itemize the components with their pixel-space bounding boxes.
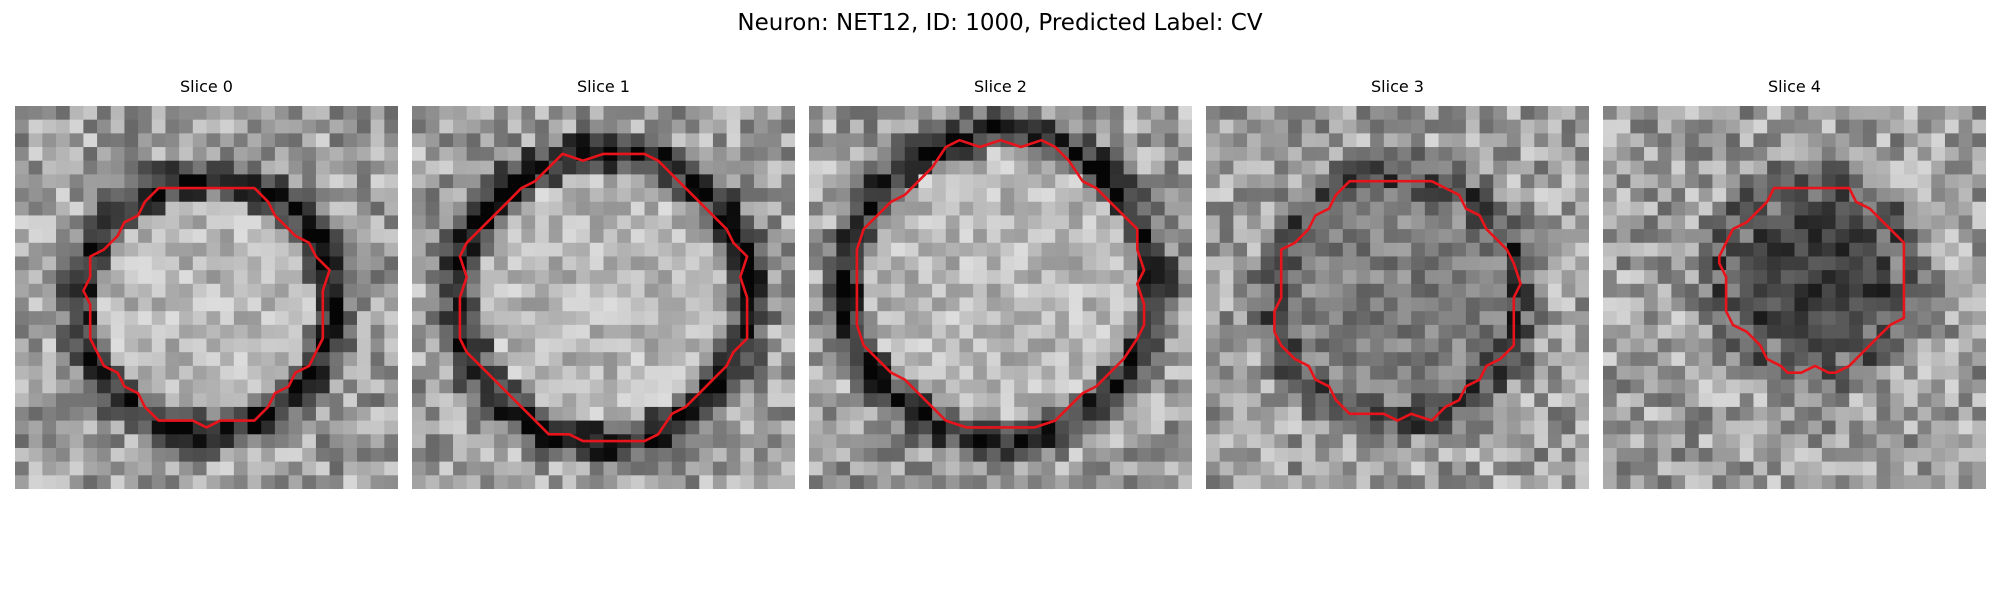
pixel-grid — [1603, 106, 1986, 489]
slice-panel-4: Slice 4 — [1603, 77, 1986, 489]
slice-image-2 — [809, 106, 1192, 489]
pixel-grid — [412, 106, 795, 489]
pixel-grid — [15, 106, 398, 489]
pixel-grid — [809, 106, 1192, 489]
slice-image-1 — [412, 106, 795, 489]
segmentation-contour — [82, 186, 331, 429]
slice-title-4: Slice 4 — [1768, 77, 1821, 96]
slice-panel-1: Slice 1 — [412, 77, 795, 489]
figure-title: Neuron: NET12, ID: 1000, Predicted Label… — [737, 10, 1263, 36]
slice-panel-3: Slice 3 — [1206, 77, 1589, 489]
slice-panel-2: Slice 2 — [809, 77, 1192, 489]
slice-title-3: Slice 3 — [1371, 77, 1424, 96]
slice-title-2: Slice 2 — [974, 77, 1027, 96]
slice-title-1: Slice 1 — [577, 77, 630, 96]
slice-panel-0: Slice 0 — [15, 77, 398, 489]
slice-image-3 — [1206, 106, 1589, 489]
segmentation-contour — [855, 138, 1146, 429]
segmentation-contour — [1273, 179, 1522, 422]
slice-image-4 — [1603, 106, 1986, 489]
slice-image-0 — [15, 106, 398, 489]
segmentation-contour — [458, 152, 749, 443]
slice-title-0: Slice 0 — [180, 77, 233, 96]
pixel-grid — [1206, 106, 1589, 489]
segmentation-contour — [1718, 186, 1906, 375]
